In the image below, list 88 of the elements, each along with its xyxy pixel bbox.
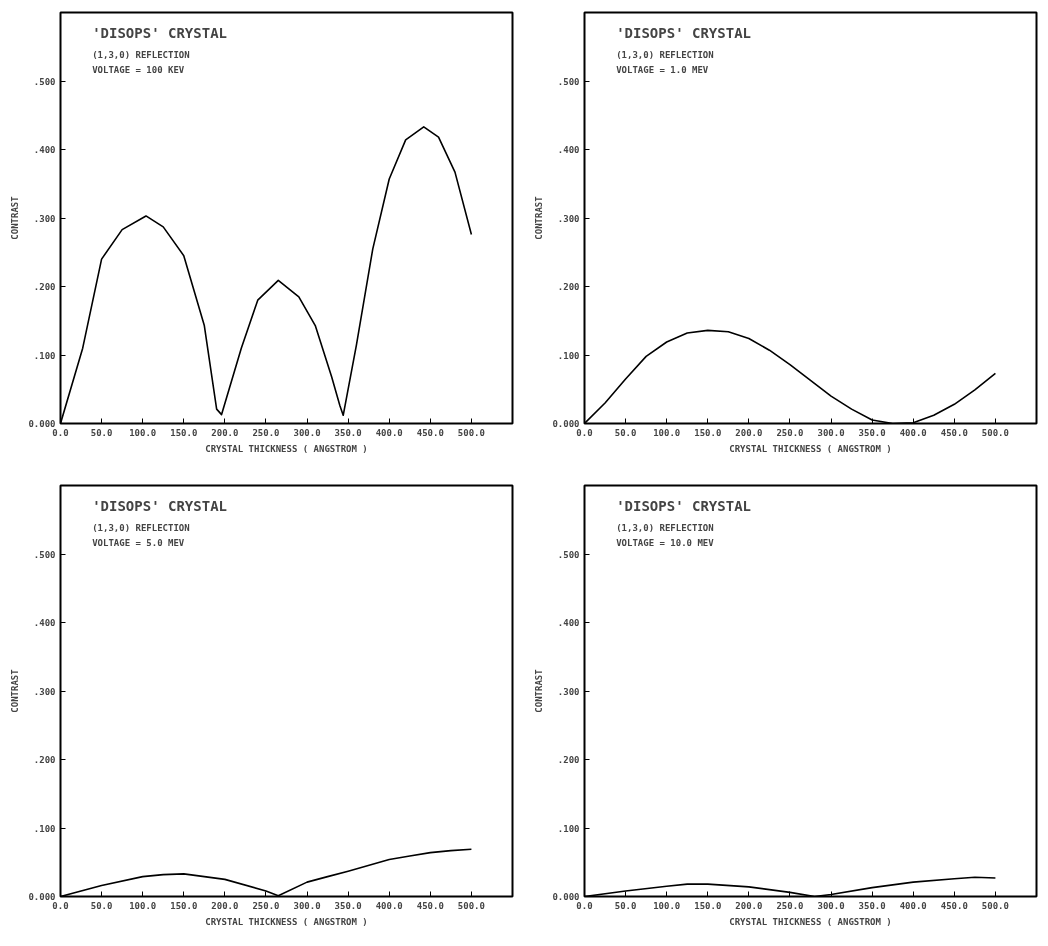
x-tick-label: 50.0: [614, 427, 637, 438]
annotation: VOLTAGE = 100 KEV: [92, 65, 185, 76]
x-tick-label: 50.0: [614, 900, 637, 911]
x-axis-title: CRYSTAL THICKNESS ( ANGSTROM ): [205, 916, 368, 927]
x-tick-label: 350.0: [334, 900, 362, 911]
y-tick-label: .400: [33, 145, 56, 155]
x-tick-label: 250.0: [252, 900, 280, 911]
x-tick-label: 250.0: [252, 427, 280, 438]
y-tick-label: .200: [33, 755, 56, 765]
x-tick-label: 300.0: [817, 427, 845, 438]
x-tick-label: 450.0: [416, 427, 444, 438]
x-tick-label: 500.0: [981, 427, 1009, 438]
x-tick-label: 0.0: [576, 900, 593, 911]
x-tick-label: 500.0: [457, 427, 485, 438]
x-tick-label: 500.0: [457, 900, 485, 911]
y-axis-title: CONTRAST: [534, 668, 545, 713]
y-axis-title: CONTRAST: [10, 668, 21, 713]
x-tick-label: 150.0: [170, 427, 198, 438]
y-tick-label: .400: [557, 145, 580, 155]
x-tick-label: 500.0: [981, 900, 1009, 911]
y-tick-label: .300: [33, 213, 56, 224]
x-tick-label: 400.0: [899, 427, 927, 438]
y-tick-label: .300: [33, 686, 56, 697]
y-axis-title: CONTRAST: [534, 195, 545, 240]
y-tick-label: .100: [33, 823, 56, 834]
y-tick-label: .100: [557, 350, 580, 361]
x-tick-label: 100.0: [129, 427, 157, 438]
y-tick-label: 0.000: [552, 892, 580, 902]
y-tick-label: .300: [557, 213, 580, 224]
y-tick-label: 0.000: [552, 419, 580, 429]
annotation: VOLTAGE = 5.0 MEV: [92, 538, 185, 549]
x-tick-label: 0.0: [576, 427, 593, 438]
x-tick-label: 300.0: [293, 427, 321, 438]
x-tick-label: 250.0: [776, 427, 804, 438]
x-tick-label: 450.0: [940, 900, 968, 911]
x-tick-label: 350.0: [858, 427, 886, 438]
x-tick-label: 100.0: [129, 900, 157, 911]
x-tick-label: 100.0: [653, 900, 681, 911]
y-tick-label: .400: [33, 618, 56, 628]
x-tick-label: 300.0: [817, 900, 845, 911]
text: 'DISOPS' CRYSTAL: [616, 25, 751, 42]
y-tick-label: .500: [557, 549, 580, 560]
x-tick-label: 200.0: [211, 900, 239, 911]
y-tick-label: 0.000: [28, 892, 56, 902]
x-tick-label: 400.0: [899, 900, 927, 911]
x-tick-label: 50.0: [90, 900, 113, 911]
x-tick-label: 400.0: [375, 427, 403, 438]
text: (1,3,0) REFLECTION: [616, 522, 714, 533]
annotation: VOLTAGE = 10.0 MEV: [616, 538, 715, 549]
text: (1,3,0) REFLECTION: [616, 49, 714, 60]
x-axis-title: CRYSTAL THICKNESS ( ANGSTROM ): [729, 916, 892, 927]
x-tick-label: 0.0: [52, 427, 69, 438]
y-tick-label: .500: [33, 76, 56, 87]
y-tick-label: .400: [557, 618, 580, 628]
text: 'DISOPS' CRYSTAL: [92, 498, 227, 515]
text: 'DISOPS' CRYSTAL: [92, 25, 227, 42]
x-tick-label: 0.0: [52, 900, 69, 911]
x-tick-label: 400.0: [375, 900, 403, 911]
x-tick-label: 450.0: [940, 427, 968, 438]
y-tick-label: 0.000: [28, 419, 56, 429]
y-tick-label: .300: [557, 686, 580, 697]
y-axis-title: CONTRAST: [10, 195, 21, 240]
text: 'DISOPS' CRYSTAL: [616, 498, 751, 515]
y-tick-label: .100: [33, 350, 56, 361]
y-tick-label: .200: [557, 282, 580, 292]
x-tick-label: 450.0: [416, 900, 444, 911]
x-tick-label: 100.0: [653, 427, 681, 438]
x-tick-label: 200.0: [735, 427, 763, 438]
x-tick-label: 250.0: [776, 900, 804, 911]
y-tick-label: .100: [557, 823, 580, 834]
x-axis-title: CRYSTAL THICKNESS ( ANGSTROM ): [729, 443, 892, 454]
x-tick-label: 150.0: [170, 900, 198, 911]
text: (1,3,0) REFLECTION: [92, 522, 190, 533]
x-tick-label: 200.0: [735, 900, 763, 911]
x-axis-title: CRYSTAL THICKNESS ( ANGSTROM ): [205, 443, 368, 454]
y-tick-label: .500: [33, 549, 56, 560]
x-tick-label: 50.0: [90, 427, 113, 438]
x-tick-label: 150.0: [694, 900, 722, 911]
x-tick-label: 200.0: [211, 427, 239, 438]
x-tick-label: 350.0: [334, 427, 362, 438]
x-tick-label: 150.0: [694, 427, 722, 438]
y-tick-label: .200: [557, 755, 580, 765]
annotation: VOLTAGE = 1.0 MEV: [616, 65, 709, 76]
text: (1,3,0) REFLECTION: [92, 49, 190, 60]
y-tick-label: .500: [557, 76, 580, 87]
y-tick-label: .200: [33, 282, 56, 292]
x-tick-label: 300.0: [293, 900, 321, 911]
x-tick-label: 350.0: [858, 900, 886, 911]
